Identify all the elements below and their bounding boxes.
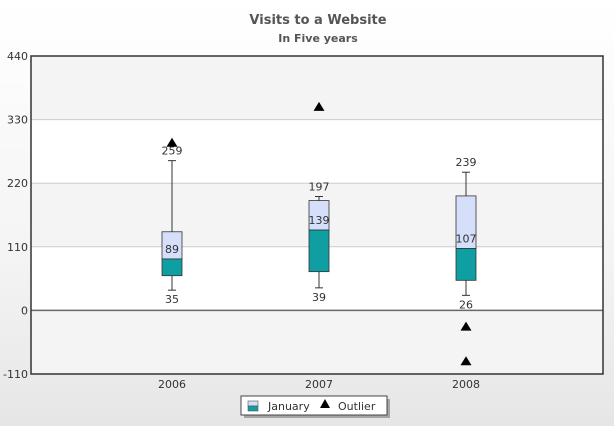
outlier-point [313,101,325,111]
label-min: 35 [165,293,179,306]
box-series: 259 89 35 197 139 39 239 107 26 [162,145,477,312]
label-median: 107 [456,233,477,246]
x-tick-label: 2006 [158,378,186,391]
outlier-series [166,101,472,366]
label-max: 259 [162,145,183,158]
legend-outlier-icon [320,399,330,408]
box-lower [455,248,477,281]
label-max: 239 [456,156,477,169]
plot-border [30,55,604,375]
chart-subtitle: In Five years [278,32,358,45]
outlier-point [460,321,472,331]
legend-box [240,395,388,416]
chart-title: Visits to a Website [249,13,386,28]
outlier-point [460,356,472,366]
legend-label-outlier: Outlier [338,400,376,413]
y-tick-label: 220 [7,177,28,190]
grid-lines [30,55,604,375]
legend-label-january: January [267,400,310,413]
legend-swatch-upper [247,400,259,407]
outlier-point [166,137,178,147]
x-tick-label: 2007 [305,378,333,391]
y-axis: -110 0 110 220 330 440 [3,50,28,381]
y-tick-label: -110 [3,368,28,381]
box-lower [308,229,330,273]
box-lower [161,258,183,277]
y-tick-label: 440 [7,50,28,63]
label-min: 26 [459,298,473,311]
legend-swatch-lower [247,405,259,412]
y-tick-label: 110 [7,241,28,254]
legend: January Outlier [240,395,390,418]
label-median: 139 [309,214,330,227]
label-min: 39 [312,291,326,304]
y-tick-label: 0 [21,304,28,317]
y-tick-label: 330 [7,114,28,127]
label-max: 197 [309,180,330,193]
x-tick-label: 2008 [452,378,480,391]
plot-band [31,310,603,374]
x-axis: 2006 2007 2008 [158,378,480,391]
label-median: 89 [165,243,179,256]
